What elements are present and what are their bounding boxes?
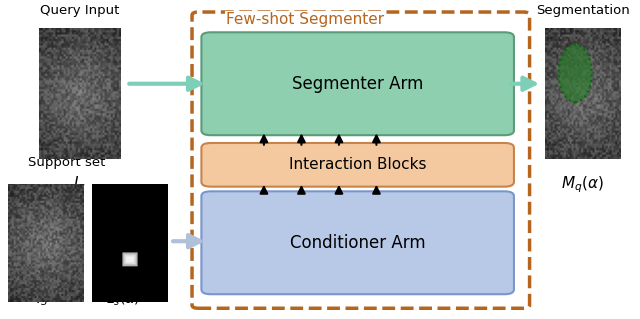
Text: Interaction Blocks: Interaction Blocks [289, 157, 426, 172]
Text: $L_s(\alpha)$: $L_s(\alpha)$ [106, 291, 140, 308]
Text: $I_q$: $I_q$ [73, 174, 86, 195]
FancyBboxPatch shape [202, 32, 514, 135]
Text: Segmenter Arm: Segmenter Arm [292, 75, 424, 93]
Text: $M_q(\alpha)$: $M_q(\alpha)$ [561, 174, 604, 195]
FancyBboxPatch shape [202, 191, 514, 294]
Text: Query Input: Query Input [40, 4, 119, 17]
Text: Support set: Support set [28, 157, 106, 169]
Text: $I_S$: $I_S$ [36, 292, 48, 308]
Text: Segmentation: Segmentation [536, 4, 630, 17]
Text: Conditioner Arm: Conditioner Arm [290, 234, 426, 252]
FancyBboxPatch shape [202, 143, 514, 187]
Text: Few-shot Segmenter: Few-shot Segmenter [227, 12, 385, 27]
